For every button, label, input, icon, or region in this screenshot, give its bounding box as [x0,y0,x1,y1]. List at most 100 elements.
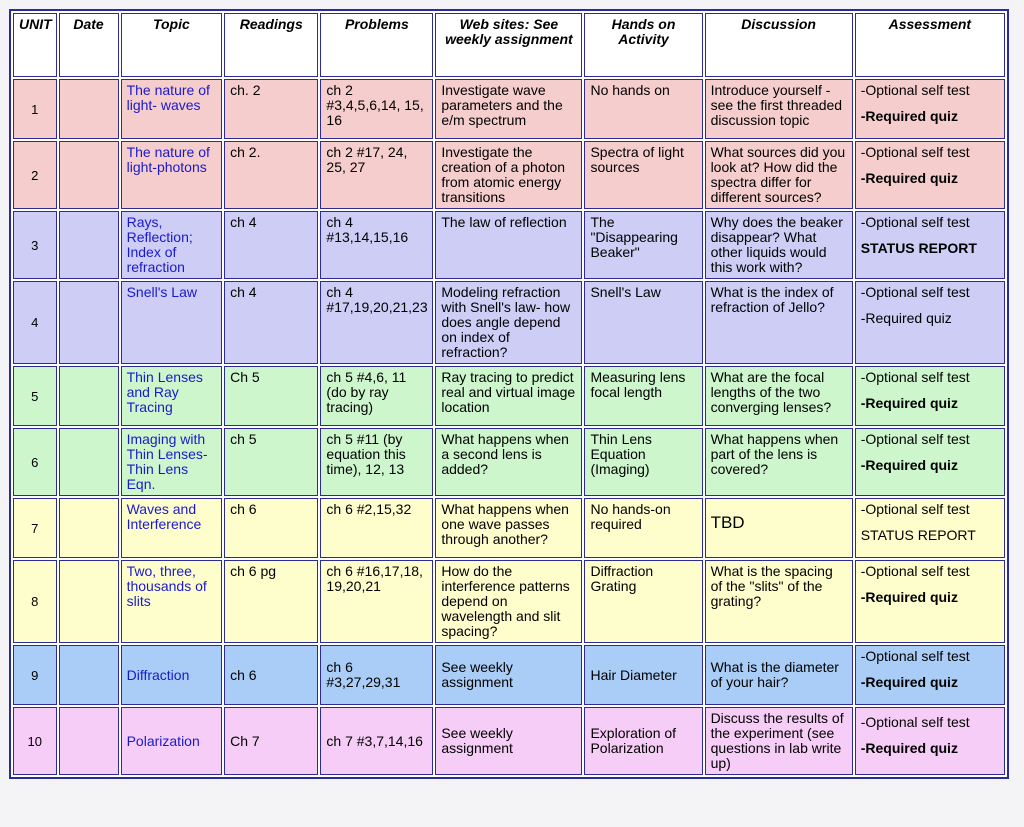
web-cell: How do the interference patterns depend … [435,560,583,643]
topic-link[interactable]: Snell's Law [126,284,197,300]
unit-cell: 7 [13,498,57,558]
assessment-item: -Required quiz [860,457,958,473]
date-cell [58,366,119,426]
problems-cell: ch 5 #4,6, 11 (do by ray tracing) [320,366,434,426]
hands-on-cell: Measuring lens focal length [584,366,703,426]
web-cell: See weekly assignment [435,645,583,705]
assessment-item: -Optional self test [860,144,970,160]
assessment-item: -Required quiz [860,170,958,186]
discussion-cell: What is the index of refraction of Jello… [704,281,853,364]
web-cell: See weekly assignment [435,707,583,775]
assessment-cell: -Optional self test -Required quiz [854,366,1005,426]
topic-link[interactable]: Rays, Reflection; Index of refraction [126,214,193,275]
topic-link[interactable]: Polarization [126,732,200,749]
assessment-item: -Optional self test [860,369,970,385]
topic-cell: Snell's Law [120,281,223,364]
problems-cell: ch 6 #16,17,18, 19,20,21 [320,560,434,643]
hands-on-cell: Thin Lens Equation (Imaging) [584,428,703,496]
unit-cell: 8 [13,560,57,643]
assessment-item: -Optional self test [860,501,970,517]
discussion-cell: What sources did you look at? How did th… [704,141,853,209]
discussion-cell: What is the diameter of your hair? [704,645,853,705]
date-cell [58,79,119,139]
unit-cell: 9 [13,645,57,705]
assessment-item: STATUS REPORT [860,240,977,256]
assessment-item: -Required quiz [860,589,958,605]
web-cell: What happens when a second lens is added… [435,428,583,496]
topic-link[interactable]: Imaging with Thin Lenses- Thin Lens Eqn. [126,431,208,492]
discussion-cell: What are the focal lengths of the two co… [704,366,853,426]
table-row: 2 The nature of light-photons ch 2. ch 2 #1… [13,141,1005,209]
date-cell [58,707,119,775]
topic-cell: The nature of light- waves [120,79,223,139]
date-cell [58,141,119,209]
problems-cell: ch 6 #2,15,32 [320,498,434,558]
topic-cell: Two, three, thousands of slits [120,560,223,643]
topic-link[interactable]: Two, three, thousands of slits [126,563,207,609]
header-row: UNIT Date Topic Readings Problems Web sites: … [13,13,1005,77]
topic-cell: Thin Lenses and Ray Tracing [120,366,223,426]
table-row: 10 Polarization Ch 7 ch 7 #3,7,14,16 See wee… [13,707,1005,775]
hands-on-cell: Hair Diameter [584,645,703,705]
assessment-item: -Required quiz [860,674,958,690]
unit-cell: 5 [13,366,57,426]
readings-cell: ch 4 [224,211,319,279]
assessment-cell: -Optional self test STATUS REPORT [854,498,1005,558]
problems-cell: ch 4 #17,19,20,21,23 [320,281,434,364]
unit-cell: 2 [13,141,57,209]
readings-cell: ch. 2 [224,79,319,139]
problems-cell: ch 2 #3,4,5,6,14, 15, 16 [320,79,434,139]
hands-on-cell: No hands-on required [584,498,703,558]
assessment-item: -Optional self test [860,431,970,447]
web-cell: Investigate the creation of a photon fro… [435,141,583,209]
assessment-cell: -Optional self test -Required quiz [854,707,1005,775]
unit-cell: 10 [13,707,57,775]
column-header: Web sites: See weekly assignment [435,13,583,77]
table-row: 5 Thin Lenses and Ray Tracing Ch 5 ch 5 #4,… [13,366,1005,426]
problems-cell: ch 4 #13,14,15,16 [320,211,434,279]
topic-cell: Polarization [120,707,223,775]
topic-cell: Rays, Reflection; Index of refraction [120,211,223,279]
readings-cell: ch 2. [224,141,319,209]
table-row: 9 Diffraction ch 6 ch 6 #3,27,29,31 See week… [13,645,1005,705]
syllabus-table: UNIT Date Topic Readings Problems Web sites: … [9,9,1009,779]
assessment-item: -Optional self test [860,648,970,664]
discussion-cell: Discuss the results of the experiment (s… [704,707,853,775]
web-cell: Ray tracing to predict real and virtual … [435,366,583,426]
assessment-cell: -Optional self test -Required quiz [854,560,1005,643]
table-body: 1 The nature of light- waves ch. 2 ch 2 #3,… [13,79,1005,775]
topic-link[interactable]: Waves and Interference [126,501,202,532]
column-header: Date [58,13,119,77]
discussion-cell: Why does the beaker disappear? What othe… [704,211,853,279]
topic-cell: Waves and Interference [120,498,223,558]
topic-link[interactable]: Diffraction [126,666,190,683]
topic-link[interactable]: The nature of light- waves [126,82,210,113]
topic-link[interactable]: The nature of light-photons [126,144,210,175]
problems-cell: ch 5 #11 (by equation this time), 12, 13 [320,428,434,496]
date-cell [58,645,119,705]
readings-cell: Ch 7 [224,707,319,775]
readings-cell: ch 6 [224,645,319,705]
assessment-cell: -Optional self test STATUS REPORT [854,211,1005,279]
problems-cell: ch 7 #3,7,14,16 [320,707,434,775]
column-header: Assessment [854,13,1005,77]
column-header: Hands on Activity [584,13,703,77]
table-row: 8 Two, three, thousands of slits ch 6 pg ch… [13,560,1005,643]
page: UNIT Date Topic Readings Problems Web sites: … [9,9,1009,779]
table-row: 6 Imaging with Thin Lenses- Thin Lens Eqn… [13,428,1005,496]
date-cell [58,428,119,496]
assessment-cell: -Optional self test -Required quiz [854,645,1005,705]
column-header: Problems [320,13,434,77]
web-cell: Investigate wave parameters and the e/m … [435,79,583,139]
topic-cell: The nature of light-photons [120,141,223,209]
hands-on-cell: Exploration of Polarization [584,707,703,775]
column-header: Discussion [704,13,853,77]
topic-link[interactable]: Thin Lenses and Ray Tracing [126,369,203,415]
assessment-item: -Required quiz [860,310,952,326]
unit-cell: 1 [13,79,57,139]
topic-cell: Imaging with Thin Lenses- Thin Lens Eqn. [120,428,223,496]
discussion-cell: TBD [704,498,853,558]
assessment-item: -Required quiz [860,740,958,756]
topic-cell: Diffraction [120,645,223,705]
hands-on-cell: No hands on [584,79,703,139]
